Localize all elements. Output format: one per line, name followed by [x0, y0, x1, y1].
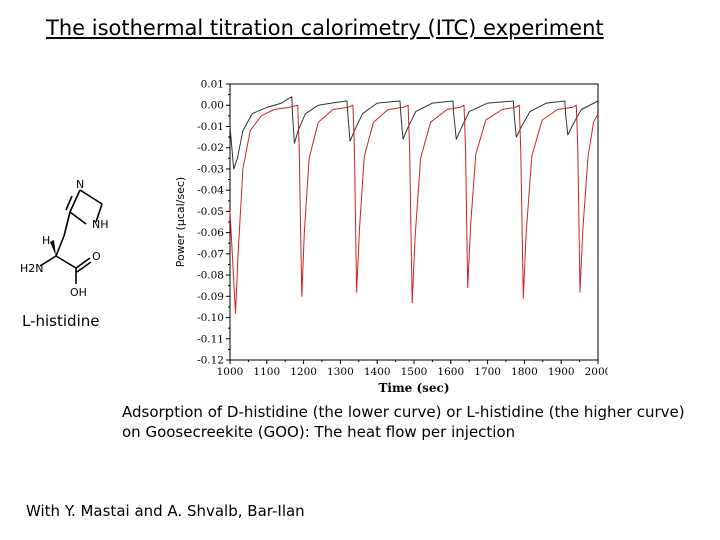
y-tick-label: -0.10	[197, 312, 224, 324]
x-tick-label: 1100	[253, 366, 280, 378]
figure-caption: Adsorption of D-histidine (the lower cur…	[122, 403, 685, 441]
y-tick-label: -0.11	[197, 333, 224, 345]
atom-nh: NH	[92, 218, 109, 231]
y-tick-label: -0.07	[197, 248, 224, 260]
molecule-caption: L-histidine	[22, 312, 100, 330]
y-axis-label: Power (µcal/sec)	[174, 177, 187, 267]
y-axis-ticks: 0.01 0.00 -0.01 -0.02 -0.03 -0.04 -0.05 -0.06 -0…	[197, 79, 230, 367]
y-tick-label: -0.01	[197, 121, 224, 133]
y-tick-label: -0.12	[197, 355, 224, 367]
credit-line: With Y. Mastai and A. Shvalb, Bar-Ilan	[26, 502, 305, 520]
x-tick-label: 1600	[437, 366, 464, 378]
itc-power-chart: 0.01 0.00 -0.01 -0.02 -0.03 -0.04 -0.05 -0.06 -0…	[174, 79, 608, 396]
atom-h: H	[42, 234, 50, 247]
x-tick-label: 1400	[364, 366, 391, 378]
x-tick-label: 1500	[401, 366, 428, 378]
plot-frame	[229, 83, 599, 361]
atom-o: O	[92, 250, 101, 263]
x-tick-label: 1000	[217, 366, 244, 378]
series-group	[229, 96, 599, 314]
series-line-2	[229, 104, 599, 314]
atom-oh: OH	[70, 286, 87, 299]
atom-n: N	[76, 178, 84, 191]
y-tick-label: -0.02	[197, 142, 224, 154]
slide-title: The isothermal titration calorimetry (IT…	[46, 16, 604, 40]
l-histidine-structure: N NH H H2N O OH	[20, 178, 109, 299]
y-tick-label: -0.04	[197, 185, 224, 197]
x-tick-label: 1800	[511, 366, 538, 378]
y-tick-label: -0.03	[197, 163, 224, 175]
x-tick-label: 1200	[290, 366, 317, 378]
x-axis-ticks: 1000 1100 1200 1300 1400 1500 1600 1700 1800 1900…	[217, 360, 608, 378]
y-tick-label: 0.00	[201, 100, 224, 112]
series-line-1	[229, 96, 599, 170]
y-tick-label: -0.05	[197, 206, 224, 218]
y-tick-label: -0.09	[197, 291, 224, 303]
atom-h2n: H2N	[20, 262, 44, 275]
x-tick-label: 1300	[327, 366, 354, 378]
y-tick-label: 0.01	[201, 79, 224, 91]
y-tick-label: -0.08	[197, 270, 224, 282]
x-axis-label: Time (sec)	[378, 381, 449, 395]
x-tick-label: 1900	[548, 366, 575, 378]
x-tick-label: 2000	[585, 366, 608, 378]
y-tick-label: -0.06	[197, 227, 224, 239]
x-tick-label: 1700	[474, 366, 501, 378]
